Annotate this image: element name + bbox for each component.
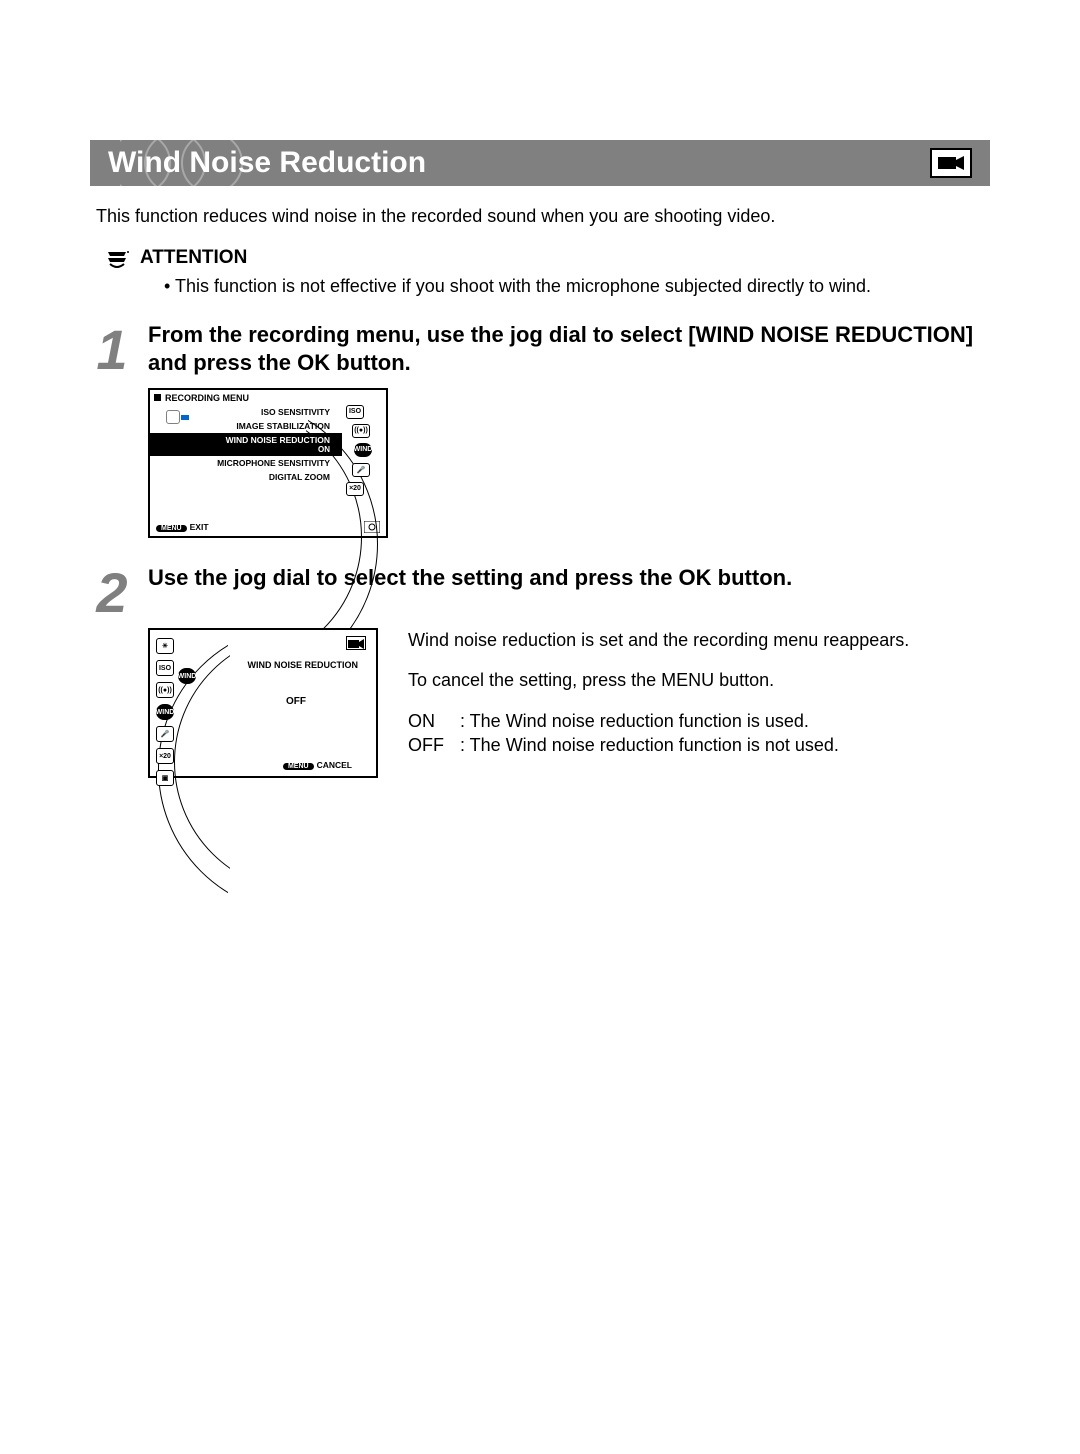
screen-1-wrap: RECORDING MENU ISO SENSITIVITY IMAGE STA… bbox=[148, 388, 990, 538]
attention-bullet: This function is not effective if you sh… bbox=[164, 274, 990, 298]
mic-icon: 🎤 bbox=[352, 463, 370, 477]
cancel-footer: MENUCANCEL bbox=[283, 760, 352, 770]
menu-button-pill: MENU bbox=[283, 763, 314, 770]
menu-item-selected: WIND NOISE REDUCTION ON bbox=[150, 433, 342, 456]
wind-icon: WIND bbox=[178, 668, 196, 684]
left-icon-column: ☀ ISO ((●)) WIND 🎤 ×20 ▣ bbox=[156, 638, 174, 786]
desc-paragraph-2: To cancel the setting, press the MENU bu… bbox=[408, 668, 990, 692]
camera-footer-icon bbox=[364, 521, 380, 533]
step-1: 1 From the recording menu, use the jog d… bbox=[90, 321, 990, 378]
off-row: OFF : The Wind noise reduction function … bbox=[408, 733, 990, 757]
step-heading: Use the jog dial to select the setting a… bbox=[148, 564, 792, 618]
video-mode-icon bbox=[930, 148, 972, 178]
step-number: 1 bbox=[90, 321, 134, 378]
zoom-icon: ×20 bbox=[156, 748, 174, 764]
menu-button-pill: MENU bbox=[156, 525, 187, 532]
step-heading: From the recording menu, use the jog dia… bbox=[148, 321, 990, 378]
step-number: 2 bbox=[90, 564, 134, 618]
off-label: OFF bbox=[408, 733, 460, 757]
recording-menu-screen: RECORDING MENU ISO SENSITIVITY IMAGE STA… bbox=[148, 388, 388, 538]
attention-heading: ATTENTION bbox=[104, 246, 990, 270]
menu-item: MICROPHONE SENSITIVITY bbox=[150, 456, 386, 470]
intro-text: This function reduces wind noise in the … bbox=[96, 204, 990, 228]
on-label: ON bbox=[408, 709, 460, 733]
page-title: Wind Noise Reduction bbox=[108, 146, 426, 180]
attention-label: ATTENTION bbox=[140, 247, 247, 269]
iso-icon: ISO bbox=[156, 660, 174, 676]
page-header: Wind Noise Reduction bbox=[90, 140, 990, 186]
attention-icon bbox=[104, 246, 130, 270]
stabilization-icon: ((●)) bbox=[156, 682, 174, 698]
setting-title: WIND NOISE REDUCTION bbox=[247, 660, 358, 670]
stabilization-icon: ((●)) bbox=[352, 424, 370, 438]
step-2: 2 Use the jog dial to select the setting… bbox=[90, 564, 990, 618]
setting-value: OFF bbox=[286, 696, 306, 707]
brightness-icon: ☀ bbox=[156, 638, 174, 654]
mic-icon: 🎤 bbox=[156, 726, 174, 742]
screen-title: RECORDING MENU bbox=[150, 390, 386, 405]
iso-icon: ISO bbox=[346, 405, 364, 419]
exit-label: EXIT bbox=[190, 522, 209, 532]
description-column: Wind noise reduction is set and the reco… bbox=[408, 628, 990, 757]
cancel-label: CANCEL bbox=[317, 760, 352, 770]
wind-icon-selected: WIND bbox=[156, 704, 174, 720]
video-mode-icon bbox=[346, 636, 366, 650]
menu-list: ISO SENSITIVITY IMAGE STABILIZATION WIND… bbox=[150, 405, 386, 515]
wind-icon: WIND bbox=[354, 443, 372, 457]
off-text: : The Wind noise reduction function is n… bbox=[460, 733, 839, 757]
inner-icon-column: WIND bbox=[178, 668, 196, 690]
camera-icon: ▣ bbox=[156, 770, 174, 786]
step-2-content: ☀ ISO ((●)) WIND 🎤 ×20 ▣ WIND WIND NOISE… bbox=[148, 628, 990, 778]
on-text: : The Wind noise reduction function is u… bbox=[460, 709, 809, 733]
menu-item: IMAGE STABILIZATION bbox=[150, 419, 386, 433]
attention-bullets: This function is not effective if you sh… bbox=[164, 274, 990, 298]
desc-paragraph-1: Wind noise reduction is set and the reco… bbox=[408, 628, 990, 652]
on-row: ON : The Wind noise reduction function i… bbox=[408, 709, 990, 733]
wind-setting-screen: ☀ ISO ((●)) WIND 🎤 ×20 ▣ WIND WIND NOISE… bbox=[148, 628, 378, 778]
screen-footer: MENUEXIT bbox=[156, 521, 380, 533]
zoom-icon: ×20 bbox=[346, 482, 364, 496]
